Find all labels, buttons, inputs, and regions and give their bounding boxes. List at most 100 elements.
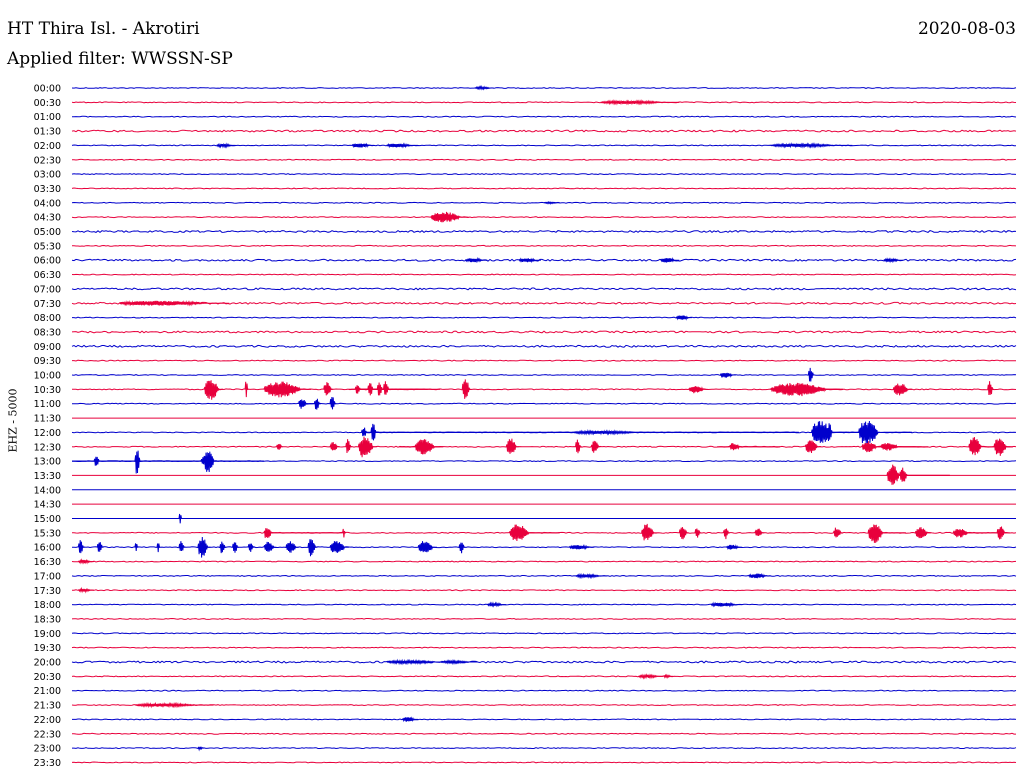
seismic-event-128 — [134, 701, 214, 709]
seismic-event-129 — [402, 716, 419, 723]
seismic-event-105 — [178, 541, 186, 552]
trace-row-1700 — [71, 574, 1017, 577]
seismic-event-18 — [263, 381, 312, 398]
time-tick-1830: 18:30 — [34, 614, 61, 625]
time-tick-0600: 06:00 — [34, 256, 61, 267]
time-tick-1700: 17:00 — [34, 571, 61, 582]
seismic-event-0 — [474, 85, 494, 91]
seismic-event-89 — [641, 523, 658, 541]
seismic-event-106 — [197, 536, 211, 558]
seismic-event-123 — [710, 601, 743, 608]
trace-row-0030 — [71, 101, 1017, 104]
seismic-event-112 — [307, 539, 318, 557]
trace-row-1930 — [71, 646, 1017, 649]
seismic-event-3 — [351, 142, 375, 149]
seismic-event-33 — [461, 379, 472, 399]
time-tick-1900: 19:00 — [34, 629, 61, 640]
time-tick-0630: 06:30 — [34, 270, 61, 281]
time-tick-1930: 19:30 — [34, 643, 61, 654]
seismic-event-1 — [600, 99, 680, 106]
header-date: 2020-08-03 — [917, 19, 1016, 39]
time-tick-1630: 16:30 — [34, 557, 61, 568]
trace-row-1830 — [71, 617, 1017, 620]
seismic-event-57 — [345, 439, 353, 454]
trace-row-0200 — [71, 144, 1017, 147]
time-tick-0430: 04:30 — [34, 213, 61, 224]
seismic-event-6 — [543, 200, 560, 205]
seismic-event-61 — [505, 438, 519, 454]
seismic-event-12 — [118, 300, 230, 307]
seismic-event-103 — [134, 543, 139, 552]
seismic-event-53 — [858, 420, 884, 445]
time-tick-0400: 04:00 — [34, 198, 61, 209]
seismic-event-15 — [807, 367, 815, 382]
seismic-event-16 — [203, 380, 224, 400]
time-tick-1300: 13:00 — [34, 457, 61, 468]
seismic-event-5 — [770, 142, 853, 149]
time-tick-0130: 01:30 — [34, 127, 61, 138]
time-tick-2130: 21:30 — [34, 701, 61, 712]
trace-row-0830 — [71, 330, 1017, 334]
seismic-event-52 — [826, 423, 834, 442]
seismic-event-101 — [77, 540, 85, 554]
trace-row-0430 — [71, 216, 1016, 219]
trace-row-0000 — [71, 87, 1017, 89]
seismic-event-62 — [575, 439, 582, 454]
trace-row-1100 — [72, 402, 1017, 405]
seismic-event-66 — [804, 440, 821, 454]
seismic-event-109 — [247, 543, 255, 552]
time-tick-1130: 11:30 — [34, 414, 61, 425]
seismic-event-130 — [197, 746, 205, 752]
seismic-event-107 — [219, 541, 227, 554]
seismic-event-7 — [430, 211, 469, 223]
time-tick-0530: 05:30 — [34, 241, 61, 252]
time-tick-1330: 13:30 — [34, 471, 61, 482]
time-tick-0800: 08:00 — [34, 313, 61, 324]
seismic-event-9 — [518, 257, 541, 264]
trace-row-1600 — [72, 546, 1017, 549]
seismic-event-79 — [200, 455, 211, 465]
seismic-event-58 — [357, 436, 378, 458]
seismic-event-120 — [748, 572, 771, 579]
trace-row-2330 — [71, 761, 1017, 764]
trace-row-1630 — [71, 560, 1017, 563]
time-tick-1030: 10:30 — [34, 385, 61, 396]
time-tick-1800: 18:00 — [34, 600, 61, 611]
header-title: HT Thira Isl. - Akrotiri — [7, 19, 200, 39]
seismic-event-116 — [568, 544, 595, 550]
time-tick-1400: 14:00 — [34, 485, 61, 496]
time-tick-0300: 03:00 — [34, 170, 61, 181]
seismic-event-71 — [968, 437, 985, 456]
seismic-event-91 — [694, 528, 702, 538]
seismic-event-118 — [78, 558, 95, 565]
seismic-event-100 — [996, 526, 1007, 540]
time-tick-0700: 07:00 — [34, 284, 61, 295]
time-tick-2000: 20:00 — [34, 658, 61, 669]
trace-row-1000 — [71, 374, 1017, 376]
trace-row-1030 — [72, 388, 1017, 391]
seismic-event-94 — [833, 527, 843, 538]
seismic-event-119 — [575, 572, 607, 580]
seismic-event-110 — [263, 541, 277, 552]
trace-row-0130 — [71, 129, 1017, 133]
trace-row-2200 — [72, 718, 1017, 721]
time-tick-1500: 15:00 — [34, 514, 61, 525]
seismic-event-104 — [156, 543, 161, 553]
time-tick-2100: 21:00 — [34, 686, 61, 697]
seismic-event-115 — [458, 542, 466, 554]
time-tick-1200: 12:00 — [34, 428, 61, 439]
seismic-event-82 — [899, 467, 910, 482]
trace-row-0230 — [72, 158, 1017, 161]
trace-row-2130 — [71, 704, 1017, 707]
seismic-event-102 — [96, 542, 104, 552]
trace-row-1730 — [71, 589, 1017, 592]
time-tick-labels: 00:00 00:30 01:00 01:30 02:00 02:30 03:00 03:30… — [34, 84, 61, 769]
seismic-event-8 — [465, 256, 488, 264]
time-tick-0330: 03:30 — [34, 184, 61, 195]
seismic-event-19 — [323, 382, 334, 396]
time-tick-0730: 07:30 — [34, 299, 61, 310]
time-tick-0230: 02:30 — [34, 155, 61, 166]
trace-row-0630 — [71, 273, 1017, 276]
seismic-event-63 — [590, 440, 601, 453]
